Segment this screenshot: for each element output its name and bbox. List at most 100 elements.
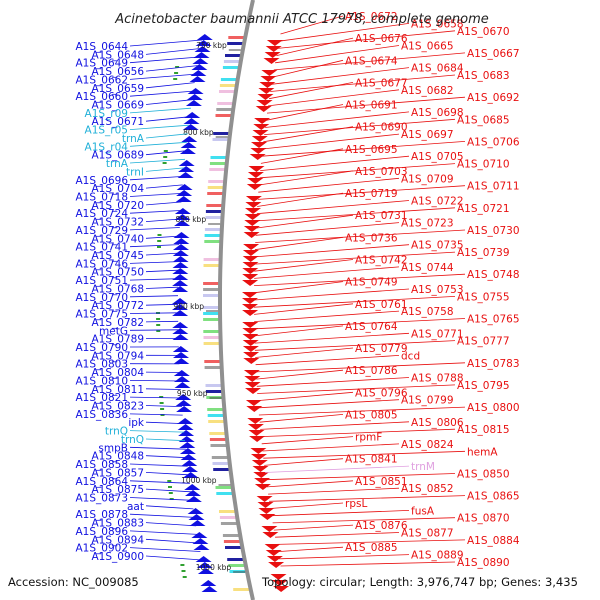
gene-label-left[interactable]: trnA	[106, 158, 129, 170]
gene-label-right[interactable]: A1S_0730	[467, 225, 520, 237]
gene-label-right[interactable]: A1S_0695	[345, 144, 398, 156]
gene-label-left[interactable]: A1S_0896	[76, 526, 129, 538]
gene-label-left[interactable]: A1S_0857	[92, 467, 145, 479]
gene-label-right[interactable]: A1S_0805	[345, 409, 398, 421]
gene-label-left[interactable]: A1S_0823	[92, 401, 145, 413]
gene-label-right[interactable]: A1S_0667	[467, 48, 520, 60]
gene-label-right[interactable]: A1S_0744	[401, 262, 454, 274]
gene-label-left[interactable]: ipk	[128, 417, 145, 429]
gene-label-right[interactable]: A1S_0719	[345, 188, 398, 200]
gene-label-left[interactable]: A1S_0720	[92, 200, 145, 212]
gene-label-left[interactable]: A1S_0644	[76, 41, 129, 53]
gene-label-left[interactable]: A1S_0794	[92, 350, 145, 362]
gene-label-right[interactable]: A1S_0685	[457, 114, 510, 126]
gene-label-left[interactable]: A1S_0750	[92, 267, 145, 279]
gene-label-left[interactable]: trnQ	[105, 426, 128, 438]
gene-label-right[interactable]: A1S_0697	[401, 129, 454, 141]
gene-label-right[interactable]: A1S_0851	[355, 476, 408, 488]
gene-label-left[interactable]: A1S_0659	[92, 83, 145, 95]
gene-label-left[interactable]: A1S_0746	[76, 258, 129, 270]
gene-label-left[interactable]: trnI	[126, 166, 144, 178]
gene-label-right[interactable]: A1S_0870	[457, 513, 510, 525]
gene-label-left[interactable]: A1S_0704	[92, 183, 145, 195]
gene-label-left[interactable]: trnQ	[121, 434, 144, 446]
gene-label-left[interactable]: A1S_0782	[92, 317, 145, 329]
gene-label-right[interactable]: A1S_0736	[345, 232, 398, 244]
gene-label-left[interactable]: A1S_0864	[76, 476, 129, 488]
gene-label-right[interactable]: A1S_0665	[401, 41, 454, 53]
gene-label-left[interactable]: A1S_0649	[76, 58, 129, 70]
gene-label-left[interactable]: A1S_0875	[92, 484, 145, 496]
gene-label-right[interactable]: A1S_0788	[411, 373, 464, 385]
gene-label-right[interactable]: A1S_0796	[355, 387, 408, 399]
gene-label-right[interactable]: A1S_0889	[411, 550, 464, 562]
gene-label-left[interactable]: A1S_0894	[92, 534, 145, 546]
gene-label-right[interactable]: A1S_0731	[355, 210, 408, 222]
gene-label-left[interactable]: A1S_0803	[76, 359, 129, 371]
gene-label-right[interactable]: A1S_0683	[457, 70, 510, 82]
gene-label-right[interactable]: A1S_0764	[345, 321, 398, 333]
gene-label-right[interactable]: A1S_0799	[401, 395, 454, 407]
gene-label-right[interactable]: A1S_0742	[355, 255, 408, 267]
gene-label-right[interactable]: A1S_0753	[411, 284, 464, 296]
gene-label-right[interactable]: A1S_0795	[457, 380, 510, 392]
gene-label-left[interactable]: A1S_0718	[76, 192, 129, 204]
gene-label-left[interactable]: A1S_0648	[92, 49, 145, 61]
gene-label-left[interactable]: A1S_0858	[76, 459, 129, 471]
gene-label-right[interactable]: A1S_0676	[355, 33, 408, 45]
gene-label-right[interactable]: A1S_0684	[411, 63, 464, 75]
gene-label-left[interactable]: A1S_0821	[76, 392, 129, 404]
gene-label-right[interactable]: A1S_0876	[355, 520, 408, 532]
gene-label-left[interactable]: A1S_0741	[76, 242, 129, 254]
gene-label-left[interactable]: A1S_0789	[92, 334, 145, 346]
gene-label-left[interactable]: aat	[127, 501, 144, 513]
gene-label-right[interactable]: A1S_0890	[457, 557, 510, 569]
gene-label-right[interactable]: A1S_0691	[345, 100, 398, 112]
gene-label-right[interactable]: A1S_0771	[411, 328, 464, 340]
gene-label-right[interactable]: A1S_0674	[345, 55, 398, 67]
gene-label-left[interactable]: A1S_0768	[92, 284, 145, 296]
gene-label-right[interactable]: A1S_0723	[401, 218, 454, 230]
gene-label-right[interactable]: A1S_0711	[467, 181, 520, 193]
gene-label-left[interactable]: A1S_0689	[92, 150, 145, 162]
gene-label-left[interactable]: A1S_r09	[85, 108, 128, 120]
gene-label-right[interactable]: A1S_0670	[457, 26, 510, 38]
gene-label-left[interactable]: A1S_r04	[85, 141, 129, 153]
gene-label-left[interactable]: A1S_0729	[76, 225, 129, 237]
gene-label-right[interactable]: rpsL	[345, 498, 367, 510]
gene-label-left[interactable]: A1S_0696	[76, 175, 129, 187]
gene-label-right[interactable]: A1S_0735	[411, 240, 464, 252]
gene-label-left[interactable]: A1S_0662	[76, 74, 129, 86]
gene-label-right[interactable]: A1S_0783	[467, 358, 520, 370]
gene-label-left[interactable]: metG	[99, 325, 128, 337]
gene-label-right[interactable]: A1S_0852	[401, 483, 454, 495]
gene-label-right[interactable]: A1S_0885	[345, 542, 398, 554]
gene-label-right[interactable]: A1S_0884	[467, 535, 520, 547]
gene-label-right[interactable]: A1S_0877	[401, 528, 454, 540]
gene-label-left[interactable]: A1S_0751	[76, 275, 129, 287]
gene-label-left[interactable]: A1S_0772	[92, 300, 145, 312]
gene-label-left[interactable]: A1S_0848	[92, 451, 145, 463]
gene-label-left[interactable]: A1S_0775	[76, 309, 129, 321]
gene-label-right[interactable]: A1S_0779	[355, 343, 408, 355]
gene-label-right[interactable]: A1S_0815	[457, 424, 510, 436]
gene-label-left[interactable]: A1S_0811	[92, 384, 145, 396]
gene-label-right[interactable]: A1S_0761	[355, 299, 408, 311]
gene-label-left[interactable]: smpB	[98, 442, 128, 454]
gene-label-right[interactable]: trnM	[411, 461, 435, 473]
gene-label-left[interactable]: A1S_0873	[76, 493, 129, 505]
gene-label-left[interactable]: A1S_0836	[76, 409, 129, 421]
gene-label-right[interactable]: rpmF	[355, 432, 382, 444]
gene-label-left[interactable]: A1S_r05	[85, 125, 128, 137]
gene-label-right[interactable]: hemA	[467, 446, 498, 458]
gene-label-right[interactable]: A1S_0658	[411, 18, 464, 30]
gene-label-left[interactable]: A1S_0900	[92, 551, 145, 563]
gene-label-left[interactable]: A1S_0878	[76, 509, 129, 521]
gene-label-right[interactable]: A1S_0850	[457, 469, 510, 481]
gene-label-right[interactable]: A1S_0722	[411, 196, 464, 208]
gene-label-right[interactable]: A1S_0800	[467, 402, 520, 414]
gene-label-right[interactable]: A1S_0758	[401, 306, 454, 318]
gene-label-right[interactable]: A1S_0841	[345, 454, 398, 466]
gene-label-right[interactable]: A1S_0749	[345, 277, 398, 289]
gene-label-left[interactable]: trnA	[122, 133, 145, 145]
